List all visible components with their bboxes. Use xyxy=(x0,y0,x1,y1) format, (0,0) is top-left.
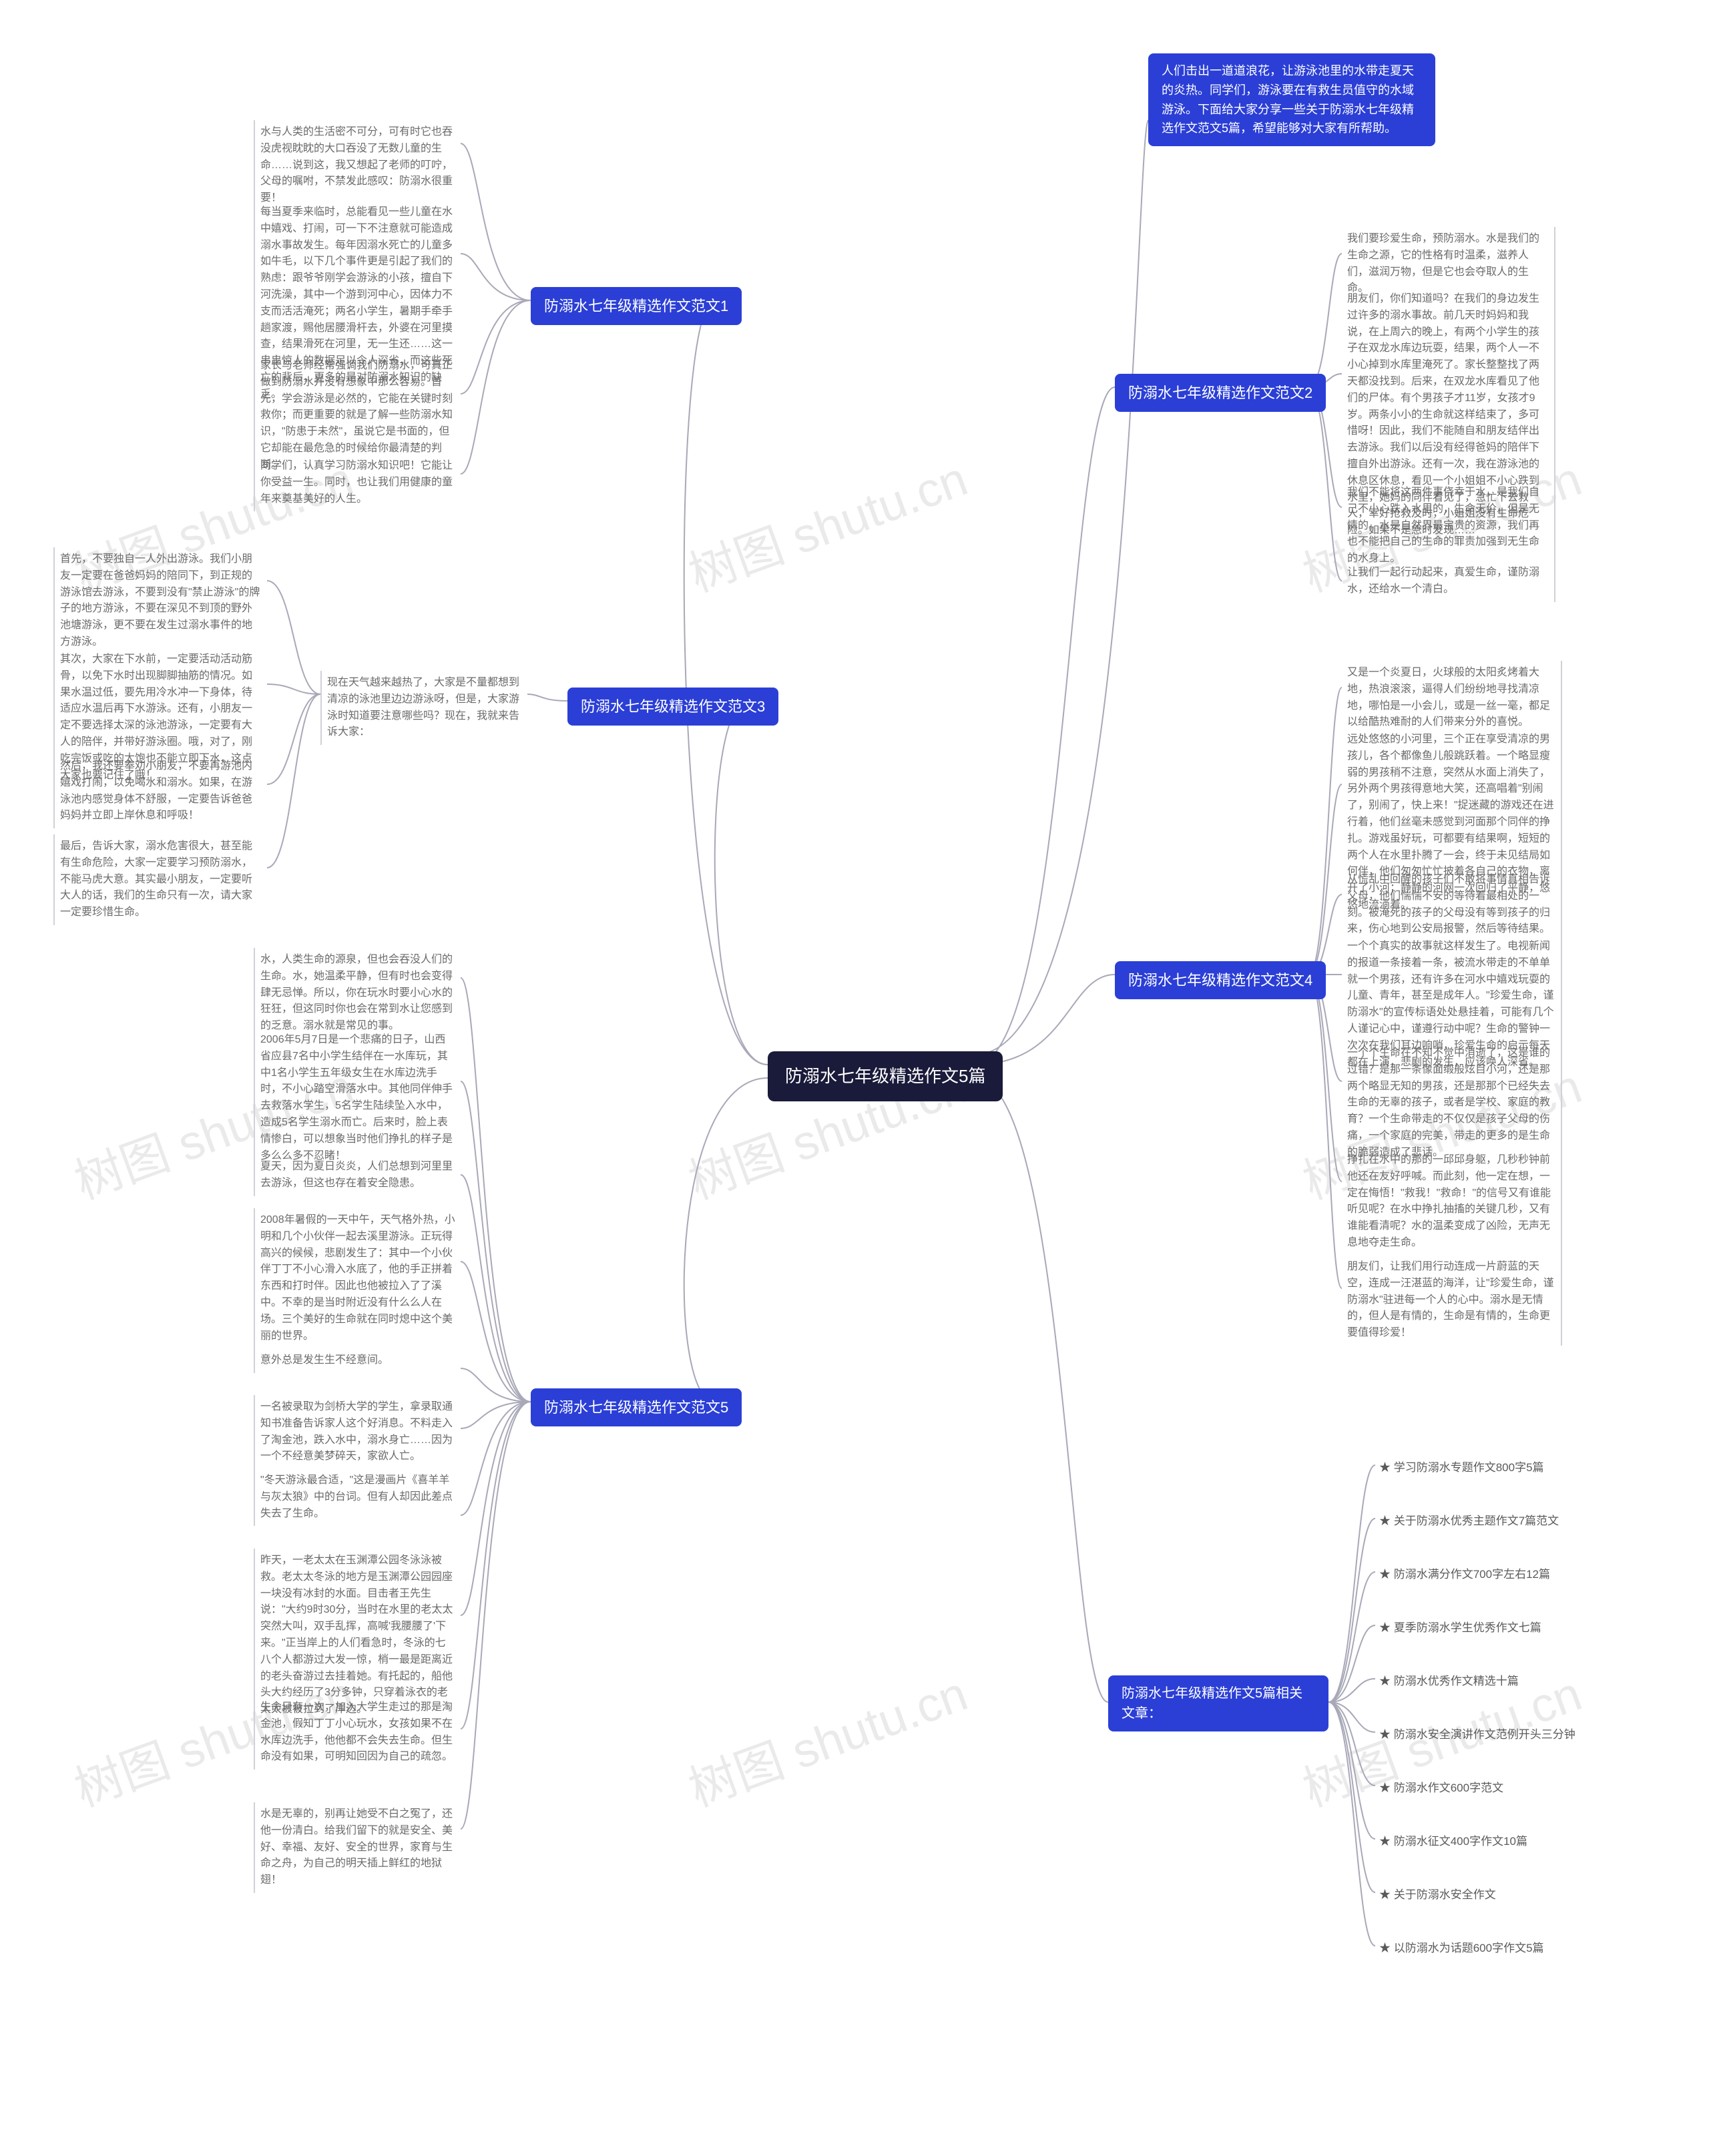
leaf-s1-0: 水与人类的生活密不可分，可有时它也吞没虎视眈眈的大口吞没了无数儿童的生命……说到… xyxy=(254,120,461,211)
center-node: 防溺水七年级精选作文5篇 xyxy=(768,1051,1003,1101)
section-node-related: 防溺水七年级精选作文5篇相关文章： xyxy=(1108,1675,1328,1731)
related-bullet-1: ★ 关于防溺水优秀主题作文7篇范文 xyxy=(1375,1509,1563,1531)
section-node-5: 防溺水七年级精选作文范文5 xyxy=(531,1388,742,1426)
watermark: 树图 shutu.cn xyxy=(678,440,975,605)
leaf-s4-4: 一个个生命在不知不觉中消逝了，这是谁的过错？是那一条像面缎般炫目小河，还是那两个… xyxy=(1342,1041,1562,1165)
related-bullet-7: ★ 防溺水征文400字作文10篇 xyxy=(1375,1829,1531,1851)
section-node-3: 防溺水七年级精选作文范文3 xyxy=(567,688,778,726)
leaf-s5-8: 生命只有一次，加入大学生走过的那是淘金池，假知丁丁小心玩水，女孩如果不在水库边洗… xyxy=(254,1695,461,1770)
related-bullet-8: ★ 关于防溺水安全作文 xyxy=(1375,1882,1500,1904)
leaf-s4-6: 朋友们，让我们用行动连成一片蔚蓝的天空，连成一汪湛蓝的海洋，让"珍爱生命，谨防溺… xyxy=(1342,1255,1562,1346)
leaf-s2-2: 我们不能将这两件事侥幸于水，是我们自己不小心跌入水里的，生命无价，但是无情的。水… xyxy=(1342,481,1555,571)
leaf-s3-2: 然后，我还要奉劝小朋友，不要再游池内嬉戏打闹，以免喝水和溺水。如果，在游泳池内感… xyxy=(53,754,267,828)
leaf-s4-0: 又是一个炎夏日，火球般的太阳炙烤着大地，热浪滚滚，逼得人们纷纷地寻找清凉地，哪怕… xyxy=(1342,661,1562,735)
related-bullet-6: ★ 防溺水作文600字范文 xyxy=(1375,1776,1507,1798)
related-bullet-2: ★ 防溺水满分作文700字左右12篇 xyxy=(1375,1562,1554,1584)
leaf-s5-0: 水，人类生命的源泉，但也会吞没人们的生命。水，她温柔平静，但有时也会变得肆无忌惮… xyxy=(254,948,461,1039)
leaf-s5-1: 2006年5月7日是一个悲痛的日子，山西省应县7名中小学生结伴在一水库玩，其中1… xyxy=(254,1028,461,1168)
leaf-s4-2: 从慌乱中回醒的孩子们不敢将事情真相告诉父母，他们惴惴不安的等待着最相处的一刻。被… xyxy=(1342,868,1562,942)
section-node-2: 防溺水七年级精选作文范文2 xyxy=(1115,374,1326,412)
leaf-s5-3: 2008年暑假的一天中午，天气格外热，小明和几个小伙伴一起去溪里游泳。正玩得高兴… xyxy=(254,1208,461,1348)
leaf-s5-4: 意外总是发生生不经意间。 xyxy=(254,1348,461,1373)
watermark: 树图 shutu.cn xyxy=(678,1655,975,1820)
leaf-s2-3: 让我们一起行动起来，真爱生命，谨防溺水，还给水一个清白。 xyxy=(1342,561,1555,602)
leaf-s3-intro: 现在天气越来越热了，大家是不量都想到清凉的泳池里边边游泳呀，但是，大家游泳时知道… xyxy=(320,671,527,745)
leaf-s3-0: 首先，不要独自一人外出游泳。我们小朋友一定要在爸爸妈妈的陪同下，到正规的游泳馆去… xyxy=(53,547,267,655)
leaf-s5-9: 水是无辜的，别再让她受不白之冤了，还他一份清白。给我们留下的就是安全、美好、幸福… xyxy=(254,1802,461,1893)
leaf-s4-5: 挣扎在水中的那的一邱邱身躯，几秒秒钟前他还在友好呼喊。而此刻，他一定在想，一定在… xyxy=(1342,1148,1562,1256)
related-bullet-9: ★ 以防溺水为话题600字作文5篇 xyxy=(1375,1936,1548,1958)
related-bullet-0: ★ 学习防溺水专题作文800字5篇 xyxy=(1375,1455,1548,1477)
section-node-4: 防溺水七年级精选作文范文4 xyxy=(1115,961,1326,999)
leaf-s5-6: "冬天游泳最合适，"这是漫画片《喜羊羊与灰太狼》中的台词。但有人却因此差点失去了… xyxy=(254,1468,461,1526)
leaf-s5-5: 一名被录取为剑桥大学的学生，拿录取通知书准备告诉家人这个好消息。不料走入了淘金池… xyxy=(254,1395,461,1469)
related-bullet-3: ★ 夏季防溺水学生优秀作文七篇 xyxy=(1375,1615,1545,1637)
related-bullet-4: ★ 防溺水优秀作文精选十篇 xyxy=(1375,1669,1523,1691)
related-bullet-5: ★ 防溺水安全演讲作文范例开头三分钟 xyxy=(1375,1722,1579,1744)
section-node-1: 防溺水七年级精选作文范文1 xyxy=(531,287,742,325)
top-blurb: 人们击出一道道浪花，让游泳池里的水带走夏天的炎热。同学们，游泳要在有救生员值守的… xyxy=(1148,53,1435,146)
leaf-s5-2: 夏天，因为夏日炎炎，人们总想到河里里去游泳，但这也存在着安全隐患。 xyxy=(254,1155,461,1196)
leaf-s3-3: 最后，告诉大家，溺水危害很大，甚至能有生命危险，大家一定要学习预防溺水，不能马虎… xyxy=(53,834,267,925)
leaf-s1-3: 同学们，认真学习防溺水知识吧！它能让你受益一生。同时，也让我们用健康的童年来奠基… xyxy=(254,454,461,511)
